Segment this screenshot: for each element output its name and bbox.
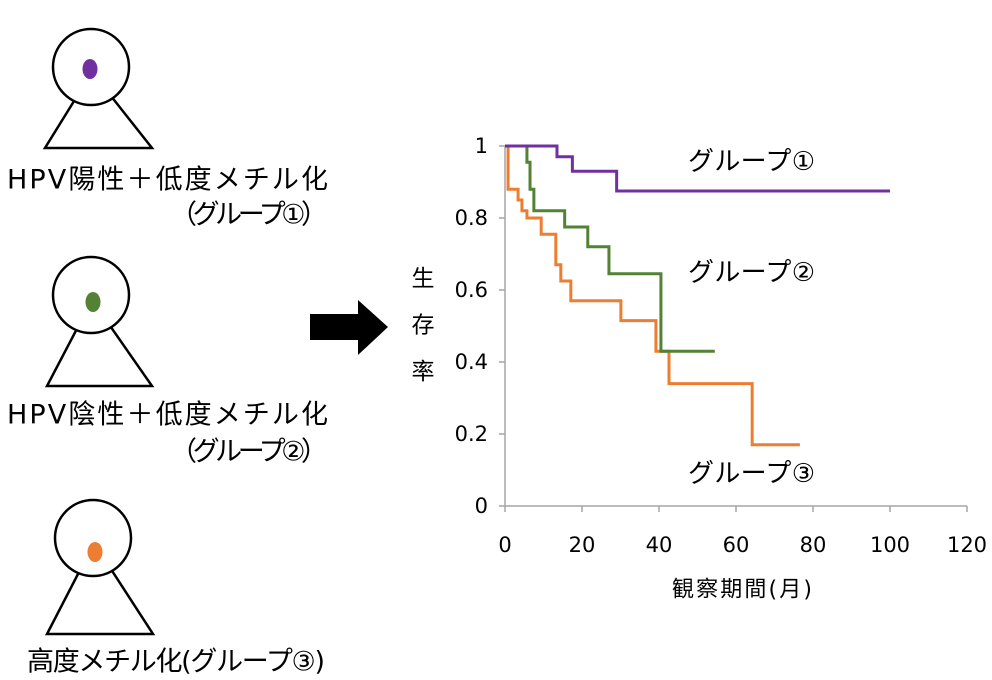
y-tick-label: 0.4 — [455, 350, 488, 374]
x-tick-label: 20 — [569, 533, 596, 557]
x-tick-label: 60 — [723, 533, 750, 557]
marker-dot-group-2 — [85, 292, 101, 312]
person-icon-group-2 — [44, 255, 155, 388]
x-tick-label: 0 — [498, 533, 511, 557]
group-2-tag: （グループ②） — [170, 437, 328, 468]
person-body — [44, 540, 156, 636]
right-arrow-icon — [310, 300, 388, 355]
group-3-description: 高度メチル化(グループ③) — [27, 647, 325, 678]
survival-curve-group-2 — [505, 144, 715, 353]
x-tick-label: 100 — [870, 533, 910, 557]
series-label-group-3: グループ③ — [688, 459, 815, 489]
y-tick-label: 0.8 — [455, 206, 488, 230]
x-tick-label: 40 — [646, 533, 673, 557]
survival-curve-group-1 — [505, 144, 890, 193]
series-label-group-2: グループ② — [688, 258, 815, 288]
y-tick-label: 1 — [475, 134, 488, 158]
person-body — [42, 69, 155, 150]
x-tick-label: 80 — [800, 533, 827, 557]
y-axis-label: 生存率 — [407, 266, 433, 406]
y-tick-label: 0 — [475, 494, 488, 518]
group-1-description: HPV陽性＋低度メチル化 — [7, 165, 328, 196]
y-tick-label: 0.2 — [455, 422, 488, 446]
marker-dot-group-1 — [82, 59, 98, 79]
person-icon-group-3 — [44, 498, 156, 636]
survival-chart: 観察期間(月) 0 0.2 0.4 0.6 0.8 1 0 20 40 60 80 100 120 グルー… — [455, 134, 987, 603]
x-tick-label: 120 — [947, 533, 987, 557]
group-1-tag: （グループ①） — [170, 200, 328, 231]
person-head — [53, 498, 133, 578]
series-label-group-1: グループ① — [688, 147, 815, 177]
y-tick-label: 0.6 — [455, 278, 488, 302]
marker-dot-group-3 — [87, 542, 103, 562]
group-2-description: HPV陰性＋低度メチル化 — [7, 400, 328, 431]
person-body — [44, 297, 155, 388]
person-icon-group-1 — [42, 27, 155, 150]
x-axis-label: 観察期間(月) — [672, 578, 812, 603]
